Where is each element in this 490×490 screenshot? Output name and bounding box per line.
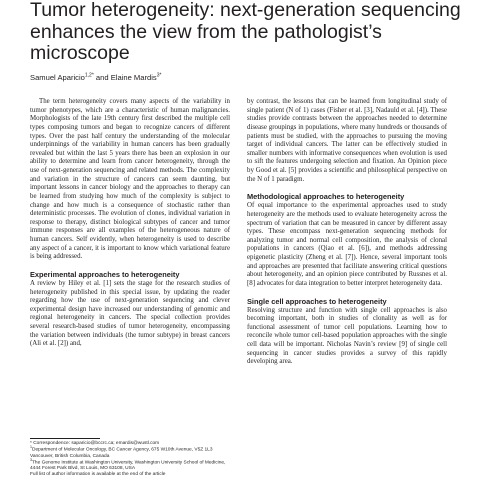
author-mardis-affiliation: 3* bbox=[156, 72, 162, 79]
single-cell-approaches-heading: Single cell approaches to heterogeneity bbox=[247, 296, 387, 306]
right-column: by contrast, the lessons that can be lea… bbox=[247, 98, 447, 367]
continuation-paragraph: by contrast, the lessons that can be lea… bbox=[247, 98, 447, 183]
affiliation-footnote-1: 1Department of Molecular Oncology, BC Ca… bbox=[30, 445, 235, 460]
experimental-approaches-heading: Experimental approaches to heterogeneity bbox=[30, 269, 180, 279]
footnotes: * Correspondence: saparicio@bccrc.ca; em… bbox=[30, 441, 235, 478]
correspondence-footnote: * Correspondence: saparicio@bccrc.ca; em… bbox=[30, 441, 160, 446]
author-aparicio: Samuel Aparicio bbox=[30, 73, 85, 82]
affiliation-1-marker: 1 bbox=[30, 445, 32, 449]
affiliation-3-marker: 3 bbox=[30, 457, 32, 462]
experimental-approaches-paragraph: A review by Hiley et al. [1] sets the st… bbox=[30, 279, 230, 348]
intro-paragraph: The term heterogeneity covers many aspec… bbox=[30, 98, 230, 261]
left-column: The term heterogeneity covers many aspec… bbox=[30, 98, 230, 349]
article-title: Tumor heterogeneity: next-generation seq… bbox=[30, 0, 461, 64]
footnote-divider bbox=[30, 438, 100, 439]
author-info-note: Full list of author information is avail… bbox=[30, 472, 166, 478]
author-mardis: Elaine Mardis bbox=[110, 73, 157, 82]
methodological-approaches-paragraph: Of equal importance to the experimental … bbox=[247, 202, 447, 287]
affiliation-3-text: The Genome Institute at Washington Unive… bbox=[30, 460, 226, 472]
single-cell-approaches-paragraph: Resolving structure and function with si… bbox=[247, 306, 447, 366]
author-conjunction: and bbox=[95, 73, 109, 82]
author-aparicio-affiliation: 1,2* bbox=[84, 72, 94, 79]
methodological-approaches-heading: Methodological approaches to heterogenei… bbox=[247, 192, 405, 202]
author-line: Samuel Aparicio1,2* and Elaine Mardis3* bbox=[30, 73, 470, 83]
affiliation-1-text: Department of Molecular Oncology, BC Can… bbox=[30, 447, 213, 459]
affiliation-footnote-3: 3The Genome Institute at Washington Univ… bbox=[30, 457, 235, 473]
